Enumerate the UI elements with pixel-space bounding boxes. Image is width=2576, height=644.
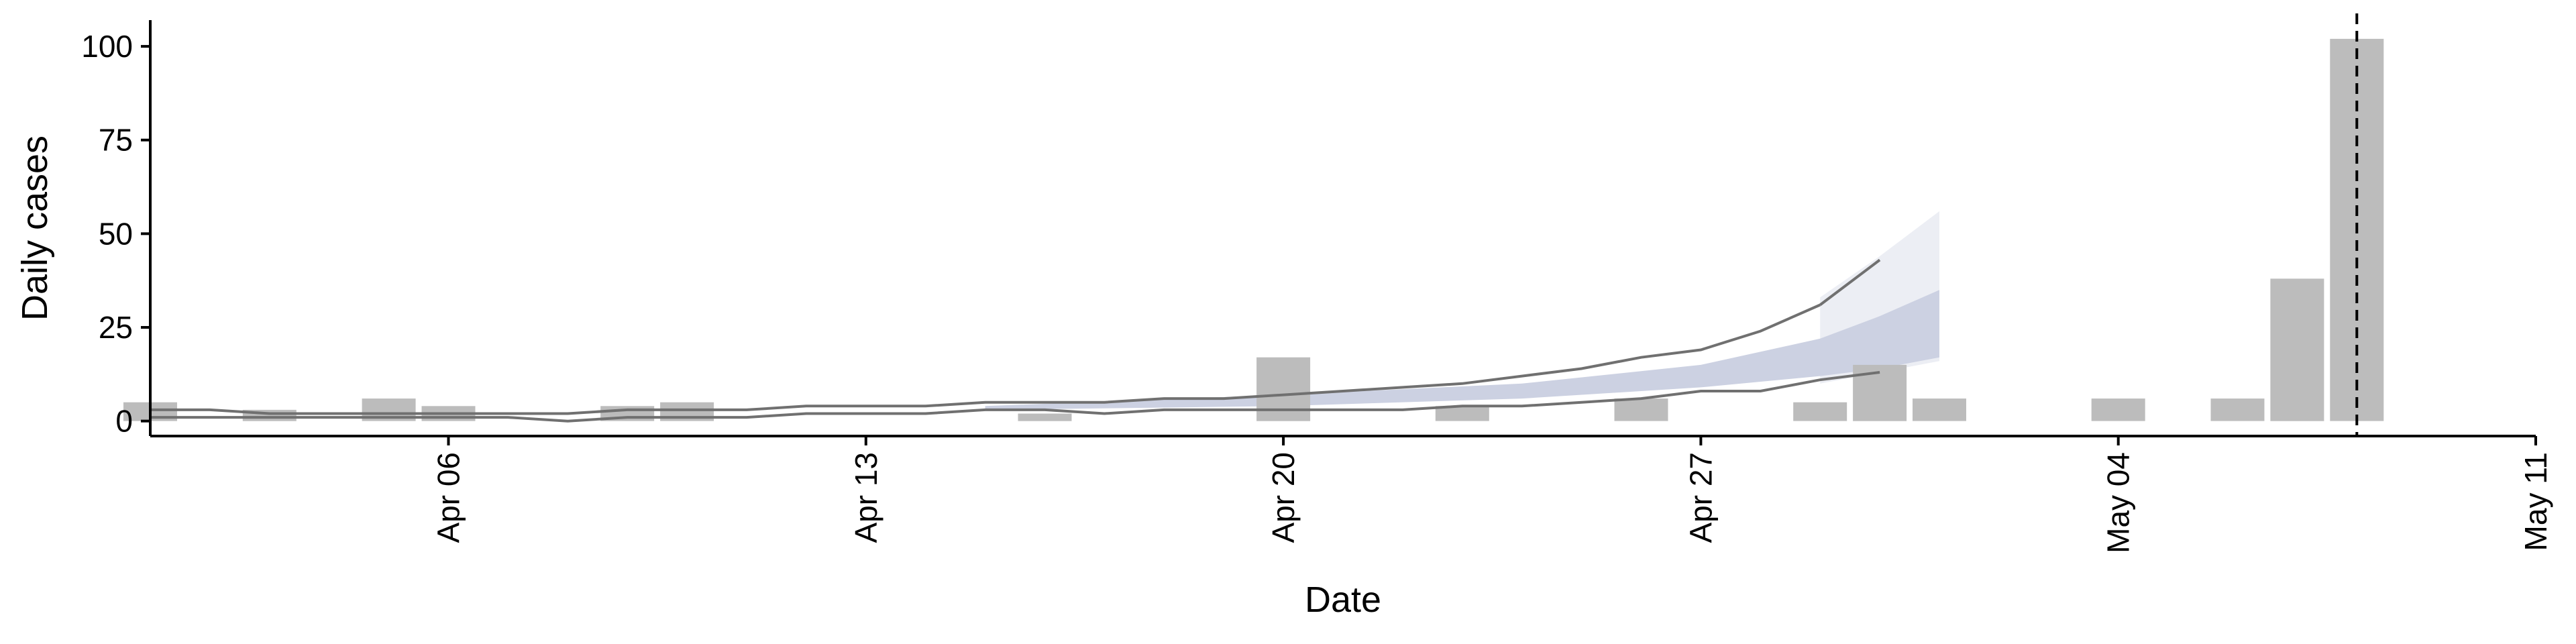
bar [2270,278,2324,421]
x-tick-label: Apr 13 [849,452,883,543]
bars-group [123,38,2384,421]
y-axis-title: Daily cases [15,136,55,321]
bar [1614,398,1668,421]
bar [1018,413,1072,421]
bar [1256,357,1311,421]
series-line-upper [150,303,1821,415]
x-tick-label: Apr 27 [1683,452,1718,543]
y-tick-label: 100 [81,29,133,64]
x-axis-title: Date [1305,580,1381,620]
bar [2091,398,2145,421]
y-ticks: 0 25 50 75 100 [81,29,150,439]
axes [149,20,2536,437]
x-tick-label: Apr 20 [1266,452,1301,543]
series-line-lower [150,371,1880,423]
forecast-upper-line [1819,258,1881,307]
bar [1793,402,1847,421]
bar [1913,398,1966,421]
lines-group [150,258,1881,423]
forecast-bands [985,211,1939,410]
bar [1435,406,1489,421]
x-ticks: Apr 06 Apr 13 Apr 20 Apr 27 May 04 May 11 [431,436,2553,553]
bar [2210,398,2265,421]
y-tick-label: 75 [99,123,133,158]
x-tick-label: May 11 [2518,452,2553,551]
x-tick-label: Apr 06 [431,452,466,543]
forecast-band-inner [985,290,1939,410]
y-tick-label: 50 [99,216,133,251]
x-tick-label: May 04 [2101,452,2136,553]
y-tick-label: 25 [99,310,133,345]
y-tick-label: 0 [115,404,133,439]
